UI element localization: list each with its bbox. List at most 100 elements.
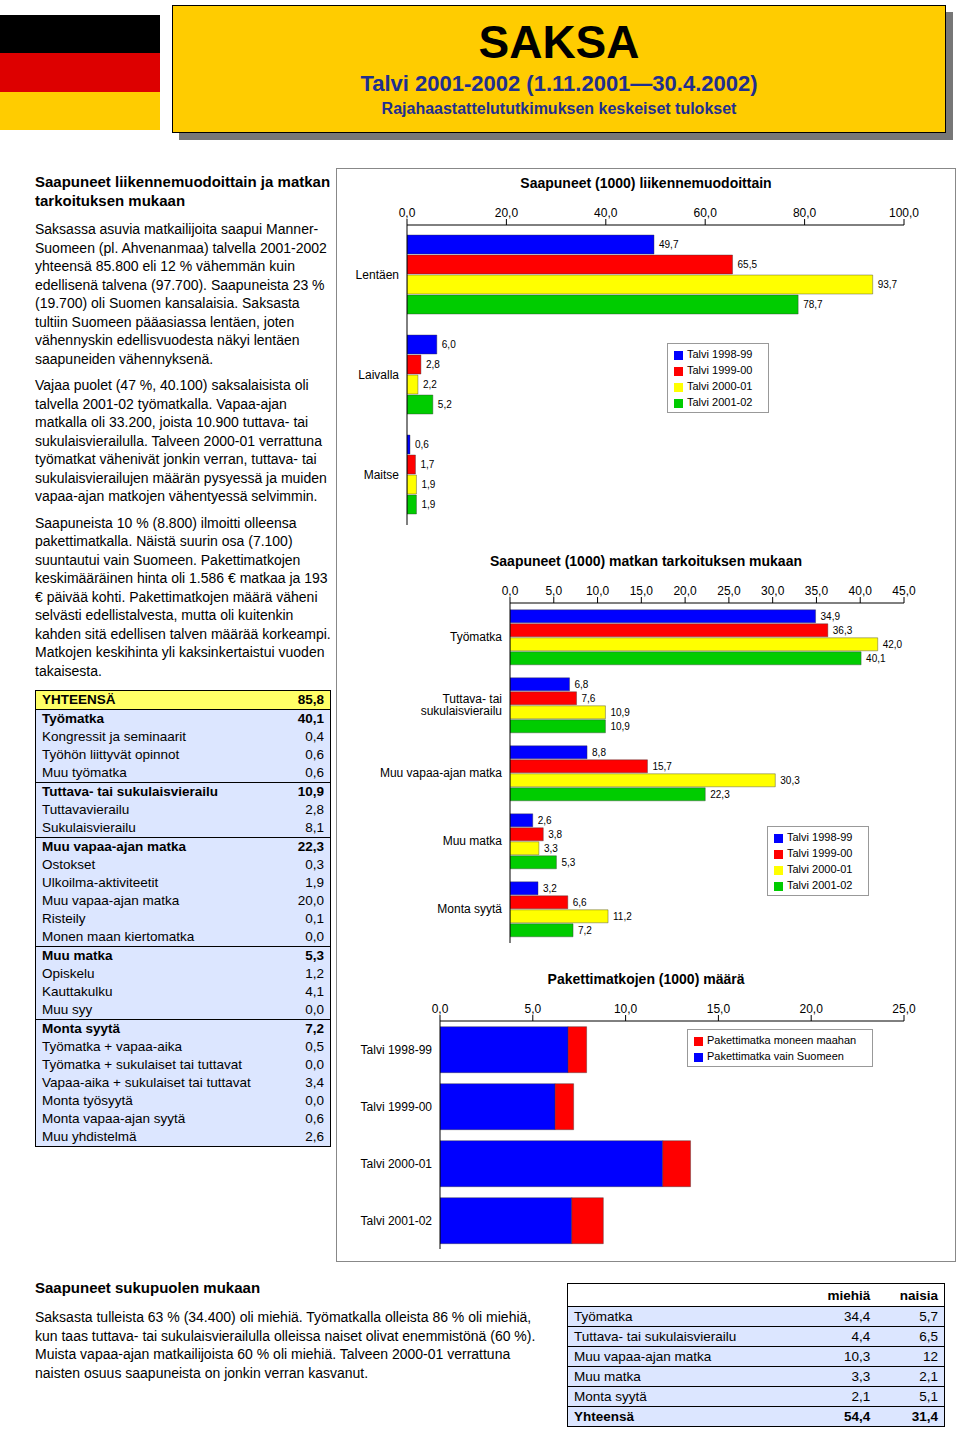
html-text:0,6: 0,6 [305, 747, 324, 762]
html-text:Vajaa puolet (47 %, 40.100) sa: Vajaa puolet (47 %, 40.100) saksalaisist… [35, 377, 327, 504]
svg-text:10,0: 10,0 [614, 1002, 638, 1016]
svg-text:1,9: 1,9 [421, 499, 435, 510]
svg-text:10,9: 10,9 [610, 707, 630, 718]
svg-text:100,0: 100,0 [889, 206, 919, 220]
html-text:Pakettimatkojen (1000) määrä: Pakettimatkojen (1000) määrä [547, 971, 745, 987]
html-text:YHTEENSÄ: YHTEENSÄ [42, 692, 116, 707]
html-text:naisia: naisia [899, 1287, 938, 1303]
svg-text:Laivalla: Laivalla [358, 368, 399, 382]
svg-text:42,0: 42,0 [883, 639, 903, 650]
html-text:SAKSA: SAKSA [478, 16, 640, 68]
svg-text:3,3: 3,3 [544, 843, 558, 854]
svg-text:36,3: 36,3 [833, 625, 853, 636]
svg-text:8,8: 8,8 [592, 747, 606, 758]
svg-text:22,3: 22,3 [710, 789, 730, 800]
svg-text:10,0: 10,0 [586, 584, 610, 598]
svg-text:6,8: 6,8 [575, 679, 589, 690]
html-text:40,1: 40,1 [297, 711, 324, 726]
html-text:Rajahaastattelututkimuksen kes: Rajahaastattelututkimuksen keskeiset tul… [381, 100, 737, 117]
html-text:Tuttava- tai sukulaisvierailu: Tuttava- tai sukulaisvierailu [42, 784, 219, 799]
svg-text:34,9: 34,9 [821, 611, 841, 622]
svg-text:20,0: 20,0 [800, 1002, 824, 1016]
html-text:0,6: 0,6 [305, 765, 324, 780]
svg-text:30,3: 30,3 [780, 775, 800, 786]
html-text:Saapuneista 10 % (8.800) ilmoi: Saapuneista 10 % (8.800) ilmoitti olleen… [35, 514, 331, 679]
svg-text:0,6: 0,6 [415, 439, 429, 450]
svg-text:35,0: 35,0 [805, 584, 829, 598]
svg-text:30,0: 30,0 [761, 584, 785, 598]
svg-text:49,7: 49,7 [659, 239, 679, 250]
svg-text:7,6: 7,6 [582, 693, 596, 704]
svg-text:93,7: 93,7 [878, 279, 898, 290]
svg-text:6,6: 6,6 [573, 897, 587, 908]
svg-text:15,0: 15,0 [707, 1002, 731, 1016]
svg-text:2,6: 2,6 [538, 815, 552, 826]
svg-text:65,5: 65,5 [738, 259, 758, 270]
html-text:Saksasta tulleista 63 % (34.40: Saksasta tulleista 63 % (34.400) oli mie… [35, 1309, 536, 1381]
svg-text:20,0: 20,0 [495, 206, 519, 220]
html-text:Saksassa asuvia matkailijoita: Saksassa asuvia matkailijoita saapui Man… [35, 221, 327, 367]
svg-text:5,0: 5,0 [545, 584, 562, 598]
svg-text:Lentäen: Lentäen [356, 268, 399, 282]
svg-text:Talvi 2001-02: Talvi 2001-02 [361, 1214, 433, 1228]
html-text:22,3: 22,3 [297, 839, 324, 854]
html-text:Saapuneet liikennemuodoittain: Saapuneet liikennemuodoittain ja matkan … [35, 173, 331, 209]
svg-text:25,0: 25,0 [892, 1002, 916, 1016]
svg-text:0,0: 0,0 [502, 584, 519, 598]
svg-text:Monta syytä: Monta syytä [437, 902, 502, 916]
html-text:8,1: 8,1 [305, 820, 324, 835]
svg-text:3,2: 3,2 [543, 883, 557, 894]
svg-text:6,0: 6,0 [442, 339, 456, 350]
svg-text:60,0: 60,0 [694, 206, 718, 220]
svg-text:20,0: 20,0 [673, 584, 697, 598]
svg-text:45,0: 45,0 [892, 584, 916, 598]
svg-text:Talvi 2000-01: Talvi 2000-01 [361, 1157, 433, 1171]
svg-text:Talvi 1999-00: Talvi 1999-00 [361, 1100, 433, 1114]
html-text:Työmatka: Työmatka [42, 711, 104, 726]
svg-text:0,0: 0,0 [399, 206, 416, 220]
html-text:0,3: 0,3 [305, 857, 324, 872]
html-text:2,8: 2,8 [305, 802, 324, 817]
svg-text:5,3: 5,3 [561, 857, 575, 868]
html-text:miehiä: miehiä [827, 1287, 871, 1303]
svg-text:11,2: 11,2 [613, 911, 632, 922]
svg-text:3,8: 3,8 [548, 829, 562, 840]
svg-text:40,1: 40,1 [866, 653, 886, 664]
html-text:Ostokset: Ostokset [42, 857, 96, 872]
html-text:Tuttavavierailu: Tuttavavierailu [42, 802, 130, 817]
svg-text:5,0: 5,0 [524, 1002, 541, 1016]
svg-text:2,8: 2,8 [426, 359, 440, 370]
html-text:Muu vapaa-ajan matka: Muu vapaa-ajan matka [42, 839, 187, 854]
svg-text:Maitse: Maitse [364, 468, 400, 482]
html-text:Talvi 2001-2002 (1.11.2001—30.: Talvi 2001-2002 (1.11.2001—30.4.2002) [360, 71, 758, 96]
svg-text:5,2: 5,2 [438, 399, 452, 410]
html-text:Saapuneet sukupuolen mukaan: Saapuneet sukupuolen mukaan [35, 1279, 261, 1296]
svg-text:7,2: 7,2 [578, 925, 592, 936]
svg-text:1,9: 1,9 [421, 479, 435, 490]
svg-text:1,7: 1,7 [420, 459, 434, 470]
svg-text:40,0: 40,0 [849, 584, 873, 598]
html-text:Saapuneet (1000) matkan tarkoi: Saapuneet (1000) matkan tarkoituksen muk… [490, 553, 802, 569]
svg-text:Työmatka: Työmatka [450, 630, 502, 644]
html-text:Muu työmatka: Muu työmatka [42, 765, 127, 780]
svg-text:15,0: 15,0 [630, 584, 654, 598]
html-text:Kongressit ja seminaarit: Kongressit ja seminaarit [42, 729, 187, 744]
svg-text:0,0: 0,0 [432, 1002, 449, 1016]
svg-text:78,7: 78,7 [803, 299, 823, 310]
html-text:85,8: 85,8 [297, 692, 324, 707]
svg-text:Talvi 1998-99: Talvi 1998-99 [361, 1043, 433, 1057]
svg-text:40,0: 40,0 [594, 206, 618, 220]
html-text:0,4: 0,4 [305, 729, 324, 744]
svg-text:Tuttava- taisukulaisvierailu: Tuttava- taisukulaisvierailu [421, 692, 502, 718]
svg-text:25,0: 25,0 [717, 584, 741, 598]
html-text:Työhön liittyvät opinnot: Työhön liittyvät opinnot [42, 747, 180, 762]
svg-text:2,2: 2,2 [423, 379, 437, 390]
svg-text:Muu matka: Muu matka [443, 834, 503, 848]
html-text:10,9: 10,9 [297, 784, 324, 799]
html-text:Sukulaisvierailu: Sukulaisvierailu [42, 820, 136, 835]
svg-text:15,7: 15,7 [652, 761, 672, 772]
svg-text:80,0: 80,0 [793, 206, 817, 220]
html-text:Saapuneet (1000) liikennemuodo: Saapuneet (1000) liikennemuodoittain [520, 175, 772, 191]
svg-text:Muu vapaa-ajan matka: Muu vapaa-ajan matka [380, 766, 502, 780]
svg-text:10,9: 10,9 [610, 721, 630, 732]
